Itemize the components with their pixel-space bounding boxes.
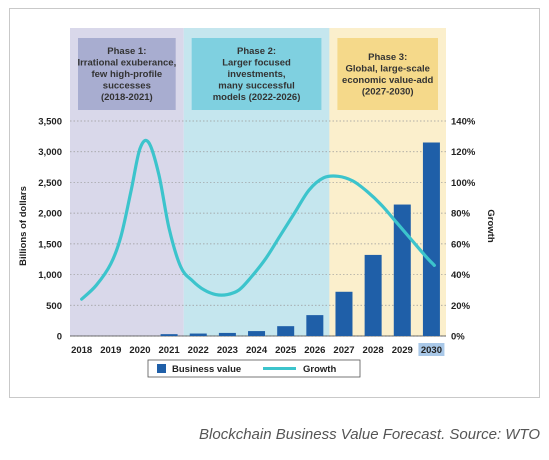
left-axis-ticks: 0 500 1,000 1,500 2,000 2,500 3,000 3,500 — [38, 117, 62, 343]
bar-2024 — [248, 331, 266, 336]
phase-1-label-line: few high-profile — [91, 69, 162, 80]
y-tick-label: 0 — [57, 332, 62, 343]
y-tick-label: 2,000 — [38, 209, 62, 220]
y2-tick-label: 80% — [451, 209, 471, 220]
right-axis-ticks: 0% 20% 40% 60% 80% 100% 120% 140% — [451, 117, 476, 343]
legend: Business value Growth — [147, 359, 361, 378]
y-tick-label: 1,000 — [38, 270, 62, 281]
x-tick-highlight — [418, 343, 445, 356]
phase-2-label-line: many successful — [218, 81, 295, 92]
phase-2-label-line: models (2022-2026) — [213, 92, 301, 103]
x-tick-label: 2029 — [392, 345, 413, 356]
y2-axis-label: Growth — [485, 209, 496, 242]
y-tick-label: 500 — [46, 301, 62, 312]
legend-label-business-value: Business value — [172, 364, 241, 375]
phase-1-label-line: Irrational exuberance, — [77, 58, 176, 69]
phase-1-label-line: Phase 1: — [107, 46, 146, 57]
x-tick-label: 2022 — [188, 345, 209, 356]
y2-tick-label: 40% — [451, 270, 471, 281]
bar-2028 — [364, 254, 382, 336]
bar-2023 — [218, 332, 236, 336]
phase-box-2 — [191, 38, 322, 110]
phase-2-label-line: investments, — [228, 69, 286, 80]
growth-line — [80, 138, 436, 301]
phase-3-label-line: Phase 3: — [368, 52, 407, 63]
forecast-chart: Phase 1:Irrational exuberance,few high-p… — [18, 28, 496, 378]
phase-3-label-line: (2027-2030) — [362, 86, 414, 97]
phase-3-label-line: Global, large-scale — [345, 63, 429, 74]
x-tick-label: 2026 — [304, 345, 325, 356]
phase-1-label-line: successes — [103, 81, 151, 92]
phase-box-3 — [337, 38, 438, 110]
bar-2021 — [160, 334, 178, 336]
x-tick-label: 2018 — [71, 345, 92, 356]
y-tick-label: 3,000 — [38, 147, 62, 158]
bars — [160, 142, 440, 336]
phase-3-label-line: economic value-add — [342, 75, 434, 86]
x-tick-label: 2020 — [129, 345, 150, 356]
bar-2029 — [393, 204, 411, 336]
phase-boxes: Phase 1:Irrational exuberance,few high-p… — [77, 38, 438, 110]
legend-box — [147, 359, 361, 378]
y2-tick-label: 60% — [451, 239, 471, 250]
bar-2022 — [189, 333, 207, 336]
phase-box-1 — [78, 38, 176, 110]
phase-1-label-line: (2018-2021) — [101, 92, 153, 103]
phase-2-label-line: Phase 2: — [237, 46, 276, 57]
y-tick-label: 1,500 — [38, 239, 62, 250]
bar-2027 — [335, 291, 353, 336]
y2-tick-label: 120% — [451, 147, 476, 158]
y2-tick-label: 100% — [451, 178, 476, 189]
x-tick-label: 2019 — [100, 345, 121, 356]
legend-label-growth: Growth — [303, 364, 336, 375]
x-tick-label: 2025 — [275, 345, 297, 356]
growth-series-line — [80, 138, 436, 301]
bar-2025 — [277, 326, 295, 336]
x-tick-label: 2027 — [333, 345, 354, 356]
x-tick-label: 2021 — [159, 345, 181, 356]
x-tick-label: 2028 — [363, 345, 384, 356]
bar-2026 — [306, 315, 324, 336]
y-tick-label: 3,500 — [38, 117, 62, 128]
phase-2-label-line: Larger focused — [222, 58, 291, 69]
y2-tick-label: 0% — [451, 332, 465, 343]
y-axis-label: Billions of dollars — [18, 186, 29, 266]
x-tick-label: 2030 — [421, 345, 442, 356]
bar-2030 — [422, 142, 440, 336]
y2-tick-label: 140% — [451, 117, 476, 128]
y2-tick-label: 20% — [451, 301, 471, 312]
x-axis-ticks: 2018 2019 2020 2021 2022 2023 2024 2025 2026 2027… — [71, 343, 445, 356]
y-tick-label: 2,500 — [38, 178, 62, 189]
x-tick-label: 2023 — [217, 345, 238, 356]
figure-caption: Blockchain Business Value Forecast. Sour… — [199, 426, 540, 443]
x-tick-label: 2024 — [246, 345, 268, 356]
legend-swatch-business-value — [157, 364, 166, 373]
